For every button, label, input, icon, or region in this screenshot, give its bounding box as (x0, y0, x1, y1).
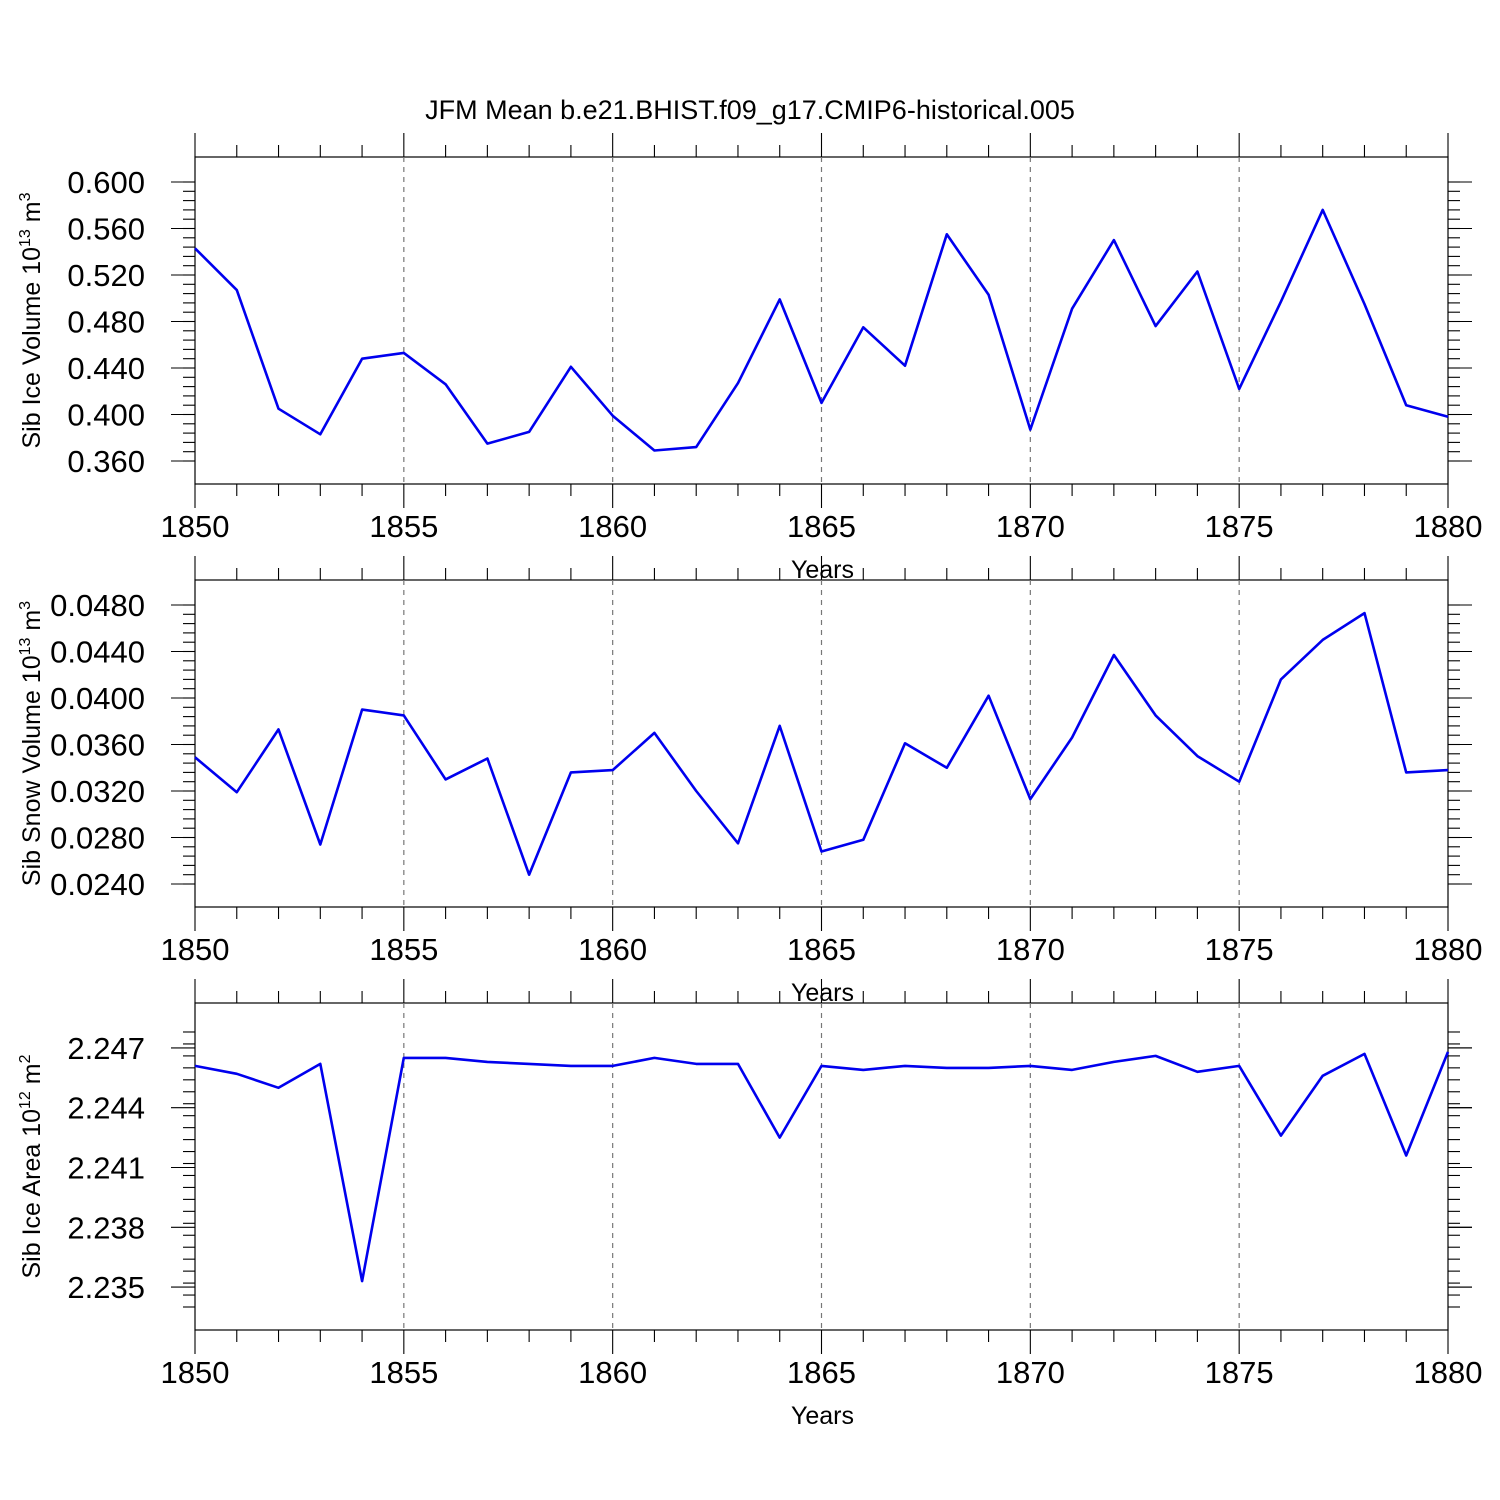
series-line (194, 208, 1449, 452)
y-tick-label: 0.0360 (50, 728, 145, 763)
x-tick-label: 1875 (1205, 932, 1274, 967)
x-axis-label: Years (791, 556, 854, 584)
y-tick-label: 0.0400 (50, 681, 145, 716)
y-axis-label-text: Sib Ice Area 10 (18, 1109, 46, 1279)
x-tick-label: 1870 (996, 1355, 1065, 1390)
x-tick-label: 1850 (161, 1355, 230, 1390)
x-axis-label: Years (791, 1402, 854, 1430)
x-tick-label: 1855 (369, 509, 438, 544)
x-tick-label: 1870 (996, 932, 1065, 967)
x-tick-label: 1855 (369, 932, 438, 967)
y-tick-label: 0.360 (67, 444, 145, 479)
y-axis-label-exponent: 13 (17, 229, 34, 247)
x-tick-label: 1860 (578, 932, 647, 967)
x-tick-label: 1855 (369, 1355, 438, 1390)
y-axis-label-unit-exponent: 3 (17, 601, 34, 610)
y-tick-label: 2.235 (67, 1270, 145, 1305)
x-tick-label: 1850 (161, 509, 230, 544)
y-axis-label-unit: m (18, 1063, 46, 1091)
y-tick-label: 0.480 (67, 305, 145, 340)
y-tick-label: 2.241 (67, 1151, 145, 1186)
y-axis-label: Sib Ice Area 1012 m2 (17, 1054, 46, 1278)
series-line (194, 1051, 1450, 1283)
panel-3: 1850 1855 1860 1865 1870 1875 1880 2.235 2.238 2.… (17, 979, 1482, 1430)
y-axis-label: Sib Snow Volume 1013 m3 (17, 601, 46, 886)
series-line (194, 611, 1449, 877)
y-tick-label: 0.400 (67, 398, 145, 433)
y-axis-label-unit-exponent: 3 (17, 192, 34, 201)
y-axis-label-unit: m (18, 201, 46, 229)
x-tick-label: 1860 (578, 1355, 647, 1390)
y-tick-label: 0.560 (67, 212, 145, 247)
y-tick-label: 0.0320 (50, 774, 145, 809)
y-tick-label: 0.0240 (50, 867, 145, 902)
x-axis-label: Years (791, 979, 854, 1007)
x-tick-label: 1880 (1414, 509, 1483, 544)
x-tick-label: 1875 (1205, 509, 1274, 544)
x-tick-label: 1880 (1414, 932, 1483, 967)
y-axis-label-exponent: 13 (17, 637, 34, 655)
x-tick-label: 1865 (787, 509, 856, 544)
x-tick-label: 1880 (1414, 1355, 1483, 1390)
x-tick-label: 1860 (578, 509, 647, 544)
y-tick-label: 0.0280 (50, 821, 145, 856)
panel-1: 1850 1855 1860 1865 1870 1875 1880 0.360 0.400 0.… (17, 133, 1482, 584)
panel-2: 1850 1855 1860 1865 1870 1875 1880 0.0240 0.0280… (17, 556, 1482, 1007)
x-tick-label: 1865 (787, 932, 856, 967)
x-tick-label: 1870 (996, 509, 1065, 544)
y-tick-label: 0.440 (67, 351, 145, 386)
y-tick-label: 2.244 (67, 1091, 145, 1126)
y-axis-label-text: Sib Ice Volume 10 (18, 247, 46, 449)
y-axis-label-unit-exponent: 2 (17, 1054, 34, 1063)
x-tick-label: 1850 (161, 932, 230, 967)
y-tick-label: 0.600 (67, 165, 145, 200)
y-tick-label: 2.247 (67, 1031, 145, 1066)
y-axis-label-exponent: 12 (17, 1091, 34, 1109)
x-tick-label: 1865 (787, 1355, 856, 1390)
y-axis-label: Sib Ice Volume 1013 m3 (17, 192, 46, 448)
y-axis-label-text: Sib Snow Volume 10 (18, 655, 46, 886)
figure-title: JFM Mean b.e21.BHIST.f09_g17.CMIP6-histo… (425, 95, 1075, 125)
y-tick-label: 0.520 (67, 258, 145, 293)
x-tick-label: 1875 (1205, 1355, 1274, 1390)
y-tick-label: 2.238 (67, 1210, 145, 1245)
y-axis-label-unit: m (18, 610, 46, 638)
y-tick-label: 0.0440 (50, 635, 145, 670)
y-tick-label: 0.0480 (50, 588, 145, 623)
